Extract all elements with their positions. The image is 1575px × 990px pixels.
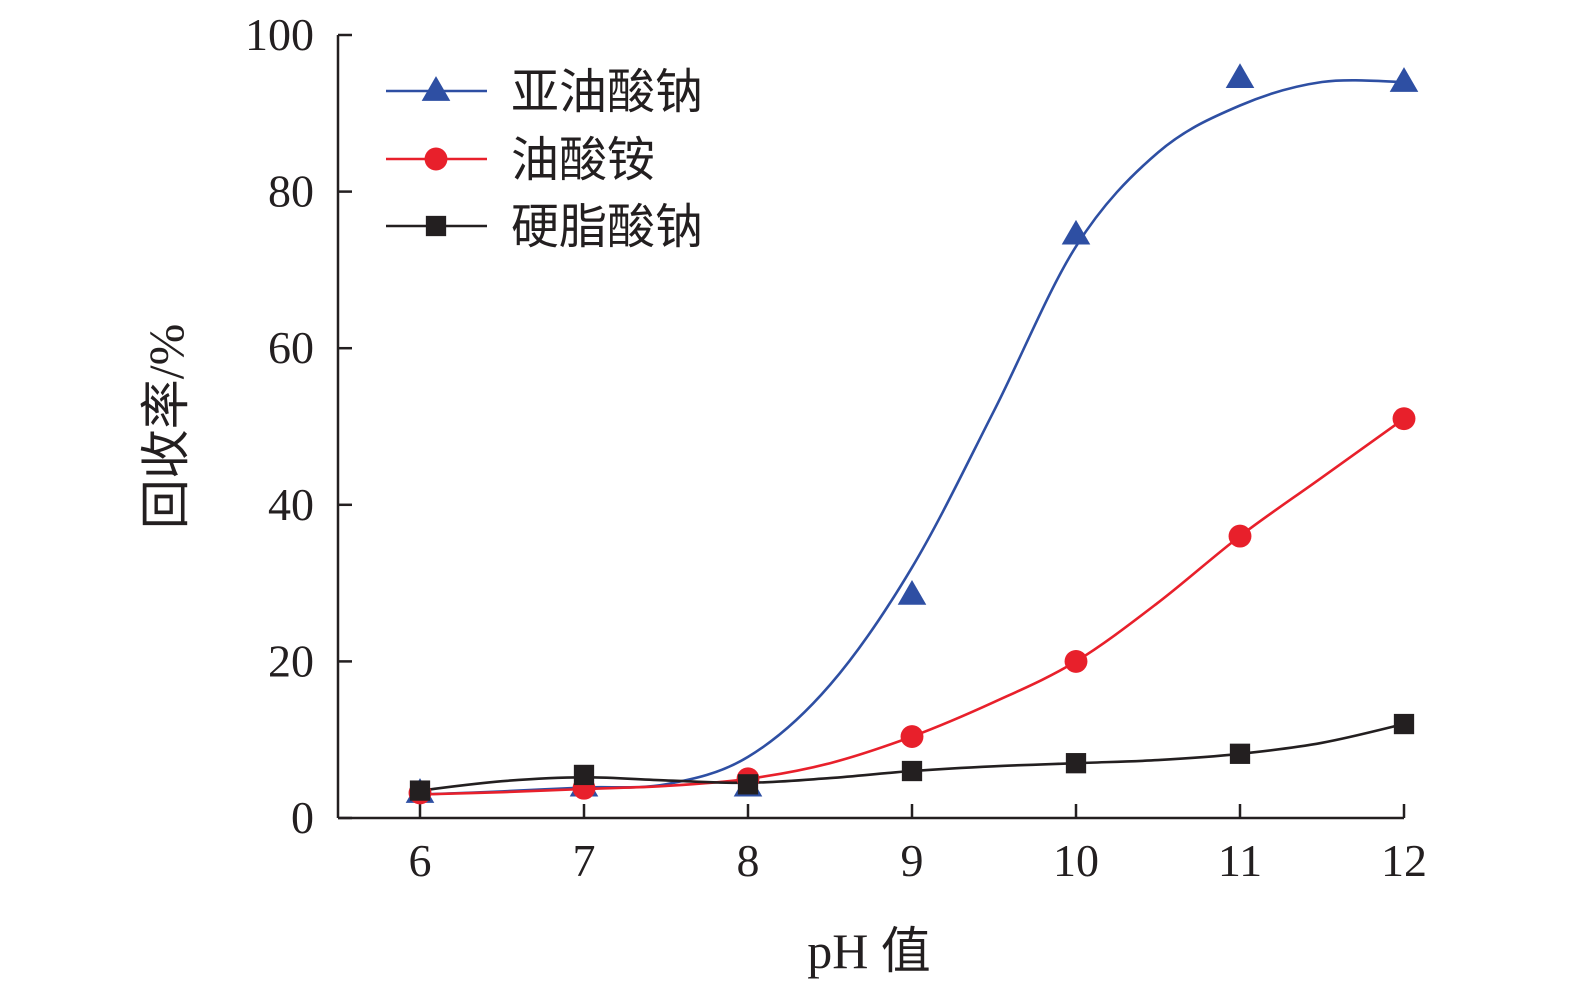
y-tick-label: 80 — [268, 166, 314, 217]
legend-marker-2 — [424, 147, 448, 171]
y-tick-label: 20 — [268, 635, 314, 686]
data-point-2-6 — [1228, 524, 1252, 548]
axes: 0 20 40 60 80 100 6 7 8 9 10 11 12 pH 值 回收率/% — [138, 9, 1427, 979]
data-point-1-6 — [1225, 63, 1255, 88]
x-tick-label: 10 — [1053, 835, 1099, 886]
x-tick-label: 11 — [1218, 835, 1262, 886]
legend-label-2: 油酸铵 — [511, 132, 655, 188]
data-point-3-3 — [737, 774, 759, 795]
data-markers — [405, 63, 1419, 805]
legend-label-3: 硬脂酸钠 — [511, 199, 703, 255]
x-tick-label: 7 — [573, 835, 596, 886]
x-tick-label: 8 — [737, 835, 760, 886]
x-tick-label: 6 — [409, 835, 432, 886]
y-tick-label: 40 — [268, 479, 314, 530]
legend-marker-1 — [421, 76, 451, 101]
x-tick-label: 12 — [1381, 835, 1427, 886]
data-point-1-5 — [1061, 219, 1091, 245]
legend-label-1: 亚油酸钠 — [511, 64, 703, 120]
data-point-3-1 — [409, 780, 431, 801]
y-tick-label: 60 — [268, 322, 314, 373]
legend-marker-3 — [425, 215, 447, 237]
y-axis-title: 回收率/% — [138, 324, 194, 530]
data-point-3-5 — [1065, 753, 1087, 774]
data-point-1-7 — [1389, 67, 1419, 92]
y-tick-label: 100 — [245, 9, 314, 60]
data-point-3-4 — [901, 760, 923, 782]
data-point-3-6 — [1229, 743, 1251, 764]
y-tick-label: 0 — [291, 792, 314, 843]
x-axis-title: pH 值 — [807, 923, 931, 979]
data-point-2-5 — [1064, 649, 1088, 673]
data-point-2-7 — [1392, 407, 1416, 431]
data-point-2-4 — [900, 725, 924, 749]
data-point-1-4 — [897, 580, 927, 605]
data-point-3-7 — [1393, 713, 1415, 735]
data-point-3-2 — [573, 764, 595, 786]
x-tick-label: 9 — [901, 835, 924, 886]
